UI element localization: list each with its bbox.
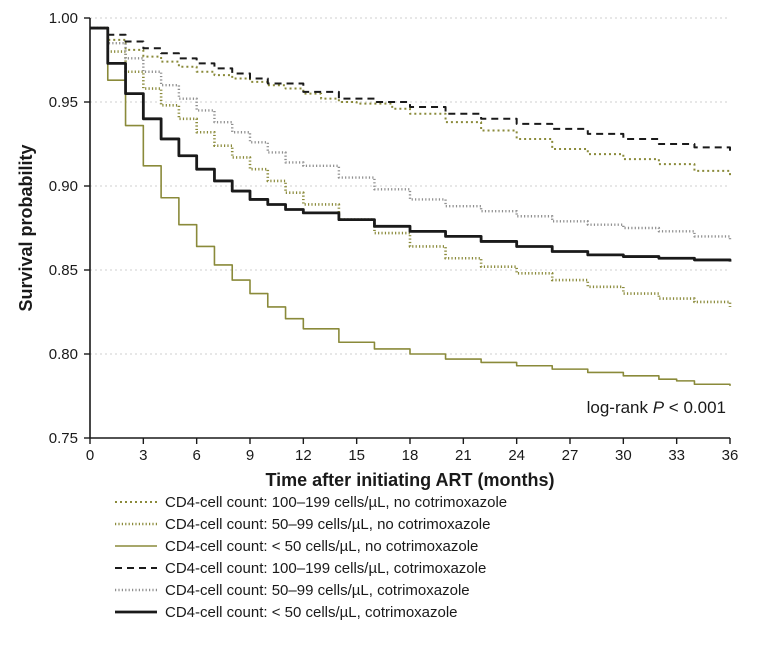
y-tick-label: 0.90 — [49, 178, 78, 195]
x-tick-label: 12 — [295, 447, 312, 464]
x-tick-label: 30 — [615, 447, 632, 464]
x-tick-label: 18 — [402, 447, 419, 464]
x-tick-label: 24 — [508, 447, 525, 464]
y-tick-label: 0.85 — [49, 262, 78, 279]
legend-label-cd4_lt50_ctx: CD4-cell count: < 50 cells/µL, cotrimoxa… — [165, 604, 458, 621]
x-tick-label: 33 — [668, 447, 685, 464]
x-tick-label: 21 — [455, 447, 472, 464]
x-tick-label: 27 — [562, 447, 579, 464]
legend-label-cd4_100_199_noctx: CD4-cell count: 100–199 cells/µL, no cot… — [165, 494, 507, 511]
legend-label-cd4_50_99_noctx: CD4-cell count: 50–99 cells/µL, no cotri… — [165, 516, 490, 533]
x-tick-label: 6 — [192, 447, 200, 464]
x-tick-label: 15 — [348, 447, 365, 464]
survival-chart-svg: 03691215182124273033360.750.800.850.900.… — [0, 0, 771, 645]
x-tick-label: 0 — [86, 447, 94, 464]
legend-label-cd4_50_99_ctx: CD4-cell count: 50–99 cells/µL, cotrimox… — [165, 582, 470, 599]
y-axis-label: Survival probability — [16, 144, 36, 311]
x-tick-label: 9 — [246, 447, 254, 464]
legend-label-cd4_100_199_ctx: CD4-cell count: 100–199 cells/µL, cotrim… — [165, 560, 486, 577]
survival-chart-container: 03691215182124273033360.750.800.850.900.… — [0, 0, 771, 645]
y-tick-label: 0.75 — [49, 430, 78, 447]
x-axis-label: Time after initiating ART (months) — [265, 470, 554, 490]
y-tick-label: 0.95 — [49, 94, 78, 111]
logrank-annotation: log-rank P < 0.001 — [587, 398, 726, 417]
y-tick-label: 0.80 — [49, 346, 78, 363]
y-tick-label: 1.00 — [49, 10, 78, 27]
legend-label-cd4_lt50_noctx: CD4-cell count: < 50 cells/µL, no cotrim… — [165, 538, 478, 555]
x-tick-label: 36 — [722, 447, 739, 464]
x-tick-label: 3 — [139, 447, 147, 464]
